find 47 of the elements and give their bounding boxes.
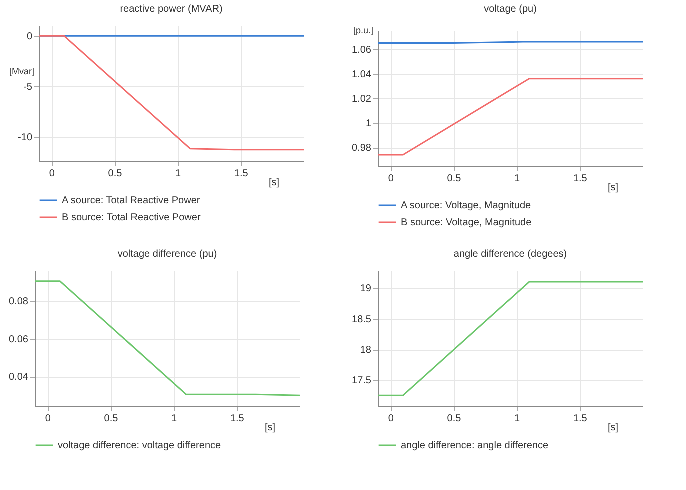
x-tick-label: 1 xyxy=(514,174,521,184)
x-tick-label: 1.5 xyxy=(573,414,588,424)
y-tick-label: 0 xyxy=(26,32,33,43)
x-tick-label: 0 xyxy=(388,174,394,184)
x-tick-label: 1 xyxy=(514,414,521,424)
y-tick-label: 19 xyxy=(360,284,372,295)
y-tick-label: -5 xyxy=(24,82,33,93)
y-tick-label: -10 xyxy=(18,132,33,144)
y-axis-title: [Mvar] xyxy=(9,66,34,76)
y-tick-label: 1.06 xyxy=(352,44,372,56)
legend-label: B source: Total Reactive Power xyxy=(62,212,202,224)
x-tick-label: 1 xyxy=(176,168,182,180)
legend-label: B source: Voltage, Magnitude xyxy=(401,218,532,228)
x-tick-label: 0 xyxy=(49,168,56,180)
y-tick-label: 0.04 xyxy=(9,372,29,384)
y-tick-label: 1.02 xyxy=(352,94,372,105)
y-axis-title: [p.u.] xyxy=(353,26,374,36)
x-tick-label: 0.5 xyxy=(104,414,119,424)
x-tick-label: 0.5 xyxy=(108,168,123,180)
x-tick-label: 1 xyxy=(172,414,178,424)
chart-title: reactive power (MVAR) xyxy=(120,4,223,15)
legend-label: angle difference: angle difference xyxy=(401,440,549,452)
x-tick-label: 1.5 xyxy=(573,174,588,184)
x-tick-label: 1.5 xyxy=(230,414,245,424)
legend-label: voltage difference: voltage difference xyxy=(58,440,222,452)
y-tick-label: 18 xyxy=(360,345,372,356)
y-tick-label: 0.06 xyxy=(9,334,29,346)
y-tick-label: 18.5 xyxy=(352,314,372,326)
y-tick-label: 1 xyxy=(366,118,372,130)
legend-label: A source: Voltage, Magnitude xyxy=(401,200,532,212)
x-axis-title: [s] xyxy=(264,422,276,434)
x-tick-label: 1.5 xyxy=(234,168,249,180)
y-tick-label: 0.08 xyxy=(9,296,29,308)
legend-label: A source: Total Reactive Power xyxy=(62,196,201,206)
x-axis-title: [s] xyxy=(608,422,619,434)
chart-title: angle difference (degees) xyxy=(454,249,568,260)
y-tick-label: 1.04 xyxy=(352,69,372,80)
x-axis-title: [s] xyxy=(268,178,280,188)
x-tick-label: 0 xyxy=(388,414,394,424)
y-tick-label: 0.98 xyxy=(352,143,372,154)
x-axis-title: [s] xyxy=(608,182,619,194)
chart-title: voltage (pu) xyxy=(484,4,537,15)
x-tick-label: 0 xyxy=(45,414,52,424)
x-tick-label: 0.5 xyxy=(447,414,462,424)
chart-title: voltage difference (pu) xyxy=(118,249,218,260)
y-tick-label: 17.5 xyxy=(352,376,372,387)
x-tick-label: 0.5 xyxy=(447,174,462,184)
